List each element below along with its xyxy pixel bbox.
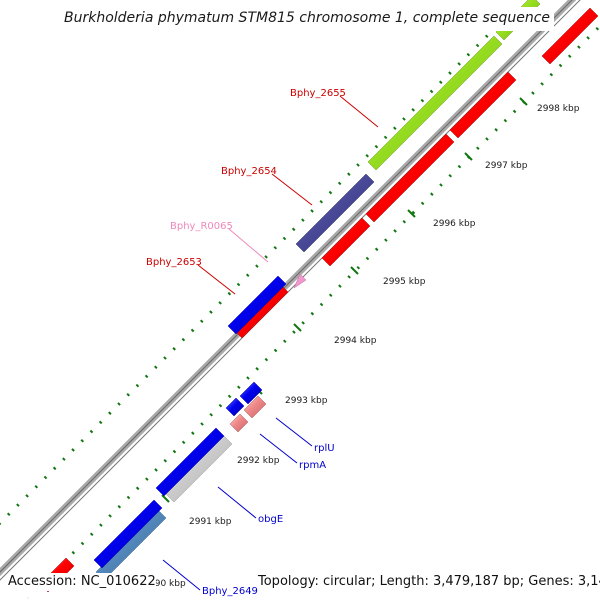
label-bphy-2655[interactable]: Bphy_2655 [290, 88, 346, 99]
tick-label: 2997 kbp [485, 161, 528, 171]
tick-label: 2992 kbp [237, 456, 280, 466]
label-bphy-2654[interactable]: Bphy_2654 [221, 166, 277, 177]
gene-rplu-pink[interactable] [243, 395, 267, 419]
accession-text: Accession: NC_010622 [8, 573, 156, 591]
dotted-guide-outer [0, 6, 517, 526]
gene-labels: Bphy_2655 Bphy_2654 Bphy_R0065 Bphy_2653… [146, 88, 346, 597]
tick-2993: 2993 kbp [254, 386, 328, 406]
label-obge[interactable]: obgE [258, 514, 283, 525]
gene-blue-small-2[interactable] [225, 397, 245, 417]
gene-bphy-r0065-pink[interactable] [293, 273, 307, 289]
tick-label: 2993 kbp [285, 396, 328, 406]
label-connectors [162, 95, 379, 591]
tick-label: 990 kbp [149, 579, 186, 589]
tick-label: 2996 kbp [433, 219, 476, 229]
gene-red-2[interactable] [449, 71, 517, 139]
topology-text: Topology: circular; Length: 3,479,187 bp… [258, 573, 600, 591]
tick-2991: 2991 kbp [161, 494, 232, 527]
tick-label: 2991 kbp [189, 517, 232, 527]
tick-2994: 2994 kbp [293, 323, 377, 346]
tick-2996: 2996 kbp [407, 209, 476, 229]
gene-bphy-2649-blue[interactable] [93, 499, 163, 569]
tick-2997: 2997 kbp [464, 152, 528, 171]
tick-label: 2995 kbp [383, 277, 426, 287]
dotted-guide-inner [26, 26, 600, 600]
tick-label: 2994 kbp [334, 336, 377, 346]
gene-red-4[interactable] [321, 217, 371, 267]
gene-steel[interactable] [95, 509, 167, 581]
gene-bphy-2654-purple[interactable] [295, 173, 375, 253]
gene-red-3[interactable] [365, 133, 455, 223]
label-bphy-2653[interactable]: Bphy_2653 [146, 257, 202, 268]
gene-features [39, 0, 599, 593]
gene-bphy-2653-blue[interactable] [227, 275, 287, 335]
map-title: Burkholderia phymatum STM815 chromosome … [60, 7, 555, 31]
gene-blue-small-1[interactable] [239, 381, 263, 405]
gene-green-long[interactable] [367, 35, 503, 171]
label-bphy-r0065[interactable]: Bphy_R0065 [170, 221, 233, 232]
tick-marks: 2998 kbp 2997 kbp 2996 kbp 2995 kbp 2994… [111, 97, 580, 589]
dotted-guides [0, 6, 600, 600]
gene-rpma-pink[interactable] [229, 413, 249, 433]
label-rpma[interactable]: rpmA [299, 460, 326, 471]
tick-2995: 2995 kbp [350, 266, 426, 287]
gene-obge-blue[interactable] [155, 427, 225, 497]
gene-bphy-2653-red[interactable] [233, 283, 289, 339]
label-bphy-2649[interactable]: Bphy_2649 [202, 586, 258, 597]
label-rplu[interactable]: rplU [314, 443, 335, 454]
gene-bphy-2655-arrow[interactable] [541, 7, 599, 65]
tick-2998: 2998 kbp [519, 97, 580, 114]
tick-label: 2998 kbp [537, 104, 580, 114]
